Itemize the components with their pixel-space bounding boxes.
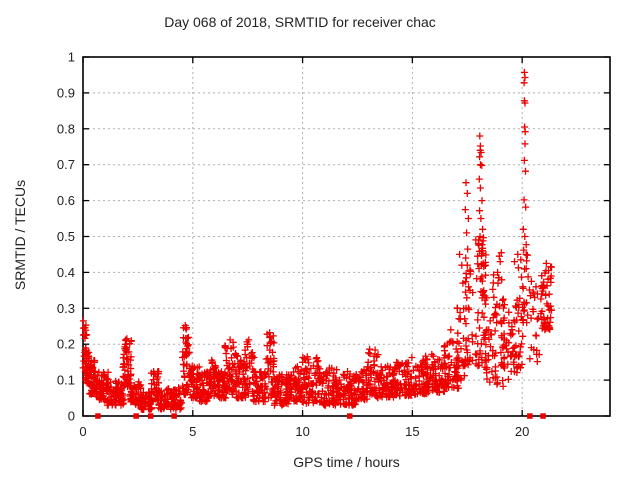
svg-text:0: 0	[68, 409, 75, 424]
svg-text:0.2: 0.2	[57, 337, 75, 352]
chart-title: Day 068 of 2018, SRMTID for receiver cha…	[164, 14, 436, 30]
x-axis-label: GPS time / hours	[293, 454, 400, 470]
svg-text:0.9: 0.9	[57, 85, 75, 100]
svg-text:0.8: 0.8	[57, 121, 75, 136]
svg-text:0.1: 0.1	[57, 373, 75, 388]
svg-text:10: 10	[295, 424, 309, 439]
svg-text:5: 5	[189, 424, 196, 439]
svg-text:0.3: 0.3	[57, 301, 75, 316]
svg-text:20: 20	[515, 424, 529, 439]
svg-text:0.6: 0.6	[57, 193, 75, 208]
svg-text:0: 0	[79, 424, 86, 439]
svg-text:15: 15	[405, 424, 419, 439]
svg-text:0.4: 0.4	[57, 265, 75, 280]
svg-text:0.5: 0.5	[57, 229, 75, 244]
svg-text:0.7: 0.7	[57, 157, 75, 172]
svg-text:1: 1	[68, 50, 75, 65]
